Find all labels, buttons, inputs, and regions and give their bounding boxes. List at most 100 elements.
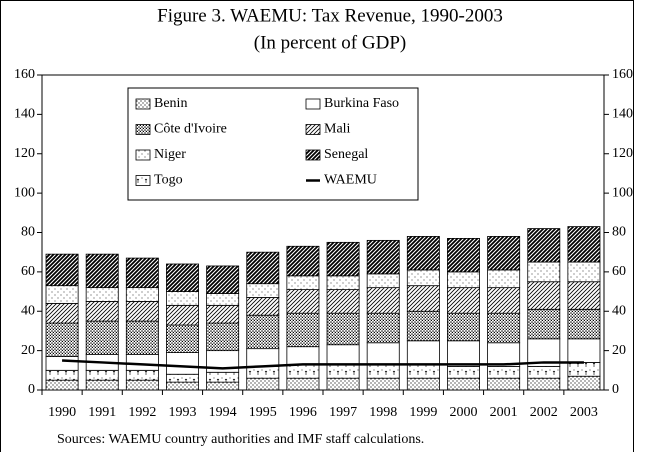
x-tick-label: 1990 <box>48 405 76 420</box>
bar-segment <box>567 281 601 310</box>
bar-segment <box>366 364 400 379</box>
line <box>62 359 584 370</box>
bar-segment <box>166 324 199 353</box>
y2-tick-label: 140 <box>612 107 633 122</box>
bar-segment <box>567 362 601 377</box>
legend-swatch <box>305 98 321 110</box>
chart-title: Figure 3. WAEMU: Tax Revenue, 1990-2003 <box>157 5 503 26</box>
bar-segment <box>567 261 601 283</box>
bar-segment <box>125 287 159 302</box>
bar-segment <box>326 364 360 379</box>
bar-segment <box>567 226 601 263</box>
bar-segment <box>85 301 119 322</box>
bar-segment <box>45 302 79 324</box>
x-tick-label: 1993 <box>169 405 197 420</box>
chart-subtitle: (In percent of GDP) <box>254 32 406 53</box>
bar-segment <box>286 289 320 314</box>
bar-segment <box>166 304 199 326</box>
x-tick-label: 1991 <box>88 405 116 420</box>
legend-label: Senegal <box>324 147 368 162</box>
bar-segment <box>487 287 521 314</box>
x-tick-label: 1998 <box>369 405 397 420</box>
bar-segment <box>447 238 480 273</box>
bar-segment <box>406 285 440 312</box>
frame <box>0 0 634 457</box>
legend-swatch <box>305 149 321 161</box>
y2-tick-label: 40 <box>612 303 626 318</box>
bar-segment <box>166 381 199 391</box>
bar-segment <box>406 364 440 379</box>
bar-segment <box>326 312 360 346</box>
bar-segment <box>447 365 480 379</box>
y2-tick-label: 60 <box>612 264 626 279</box>
bar-segment <box>286 346 320 365</box>
bar-segment <box>447 340 480 367</box>
legend-swatch <box>135 98 151 110</box>
y2-tick-label: 80 <box>612 225 626 240</box>
bar-segment <box>527 281 561 310</box>
legend-label: Côte d'Ivoire <box>154 122 227 137</box>
bar-segment <box>246 297 280 316</box>
bar-segment <box>206 304 240 324</box>
bar-segment <box>487 236 521 271</box>
bar-segment <box>366 342 400 365</box>
y-tick-label: 40 <box>21 303 35 318</box>
bar-segment <box>326 241 360 277</box>
bar-segment <box>406 310 440 342</box>
legend-swatch <box>135 124 151 135</box>
y2-tick-label: 20 <box>612 343 626 358</box>
x-tick-label: 1999 <box>409 405 437 420</box>
bar-segment <box>567 375 601 391</box>
y-tick-label: 20 <box>21 343 35 358</box>
bar-segment <box>125 354 159 371</box>
y2-tick-label: 120 <box>612 146 633 161</box>
y-tick-label: 140 <box>14 107 35 122</box>
legend-label: Benin <box>154 96 187 111</box>
bar-segment <box>45 356 79 371</box>
bar-segment <box>326 275 360 290</box>
bar-segment <box>487 377 521 391</box>
bar-segment <box>366 287 400 314</box>
bar-segment <box>45 253 79 287</box>
legend-box <box>127 87 419 201</box>
x-tick-label: 2003 <box>570 405 598 420</box>
bar-segment <box>406 377 440 391</box>
y-tick-label: 80 <box>21 225 35 240</box>
bar-segment <box>527 377 561 391</box>
bar-segment <box>567 308 601 340</box>
bar-segment <box>487 365 521 379</box>
bar-segment <box>125 369 159 381</box>
legend-label: Togo <box>154 173 183 188</box>
bar-segment <box>326 289 360 314</box>
bar-segment <box>206 371 240 383</box>
y-tick-label: 120 <box>14 146 35 161</box>
legend-label: Mali <box>324 122 351 137</box>
legend-label: WAEMU <box>324 173 377 188</box>
bar-segment <box>567 338 601 363</box>
bar-segment <box>206 265 240 294</box>
bar-segment <box>246 348 280 367</box>
y-tick-label: 160 <box>14 67 35 82</box>
bar-segment <box>125 320 159 355</box>
x-tick-label: 2001 <box>490 405 518 420</box>
bar-segment <box>246 283 280 298</box>
bar-segment <box>527 365 561 379</box>
legend-label: Niger <box>154 147 186 162</box>
bar-segment <box>286 377 320 391</box>
bar-segment <box>527 228 561 263</box>
y-tick-label: 100 <box>14 185 35 200</box>
bar-segment <box>206 381 240 391</box>
bar-segment <box>85 253 119 289</box>
legend-swatch <box>305 124 321 135</box>
bar-segment <box>286 245 320 277</box>
bar-segment <box>286 312 320 348</box>
legend-label: Burkina Faso <box>324 96 399 111</box>
y-tick-label: 0 <box>28 382 35 397</box>
bar-segment <box>85 379 119 391</box>
bar-segment <box>45 369 79 381</box>
x-tick-label: 1996 <box>289 405 317 420</box>
y2-tick-label: 100 <box>612 185 633 200</box>
bar-segment <box>487 312 521 344</box>
bar-segment <box>125 257 159 289</box>
